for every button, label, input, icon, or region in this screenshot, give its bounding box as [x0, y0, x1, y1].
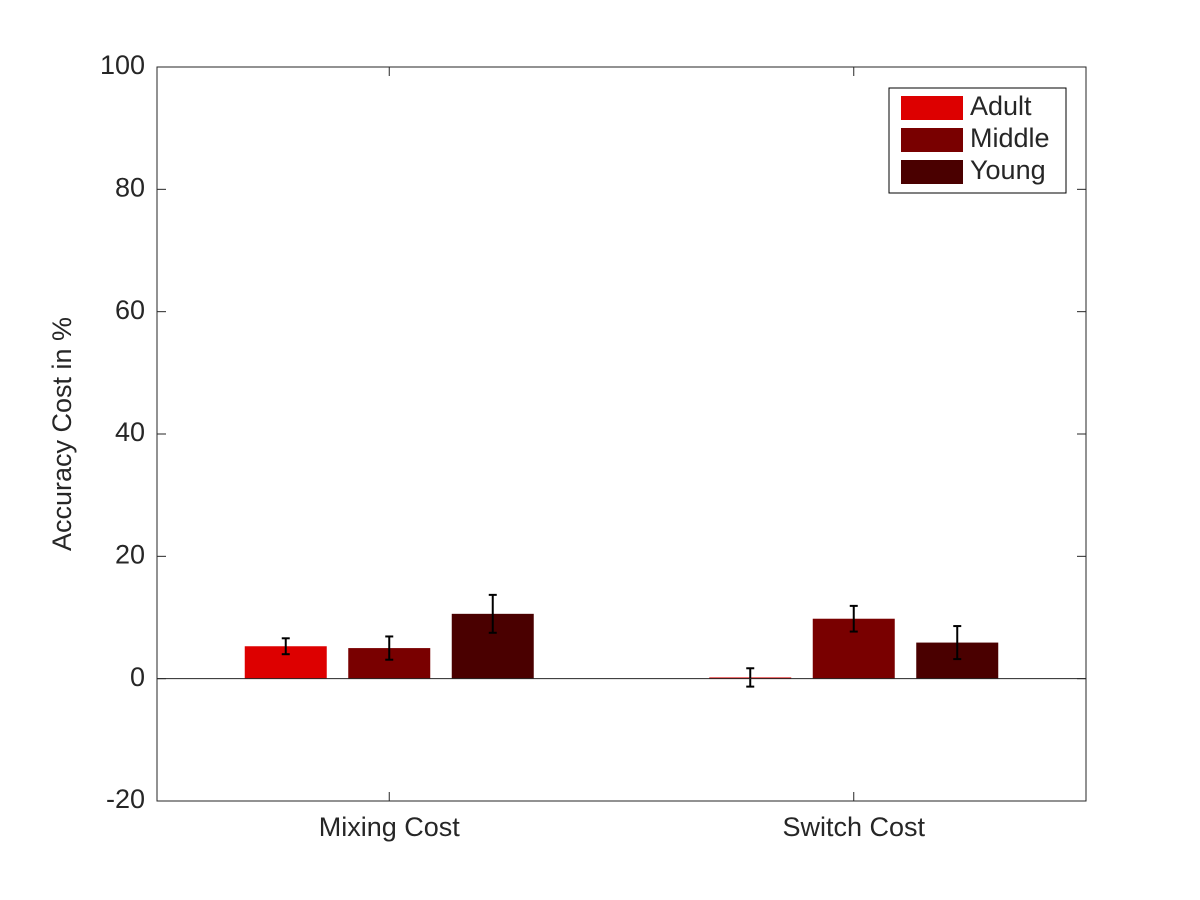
- legend-label: Middle: [970, 123, 1050, 153]
- x-tick-label: Mixing Cost: [319, 812, 461, 842]
- legend-swatch: [901, 160, 963, 184]
- error-bar: [488, 593, 497, 634]
- error-bar: [281, 637, 290, 656]
- y-tick-label: 0: [130, 662, 145, 692]
- error-bar: [385, 635, 394, 661]
- legend-swatch: [901, 96, 963, 120]
- y-axis-label: Accuracy Cost in %: [47, 317, 77, 551]
- x-tick-label: Switch Cost: [782, 812, 925, 842]
- y-tick-label: 100: [100, 50, 145, 80]
- legend-label: Young: [970, 155, 1046, 185]
- y-tick-label: 40: [115, 417, 145, 447]
- y-tick-label: 20: [115, 539, 145, 569]
- y-tick-label: -20: [106, 784, 145, 814]
- error-bar: [849, 604, 858, 633]
- error-bar: [953, 625, 962, 661]
- error-bar: [746, 667, 755, 688]
- legend-label: Adult: [970, 91, 1032, 121]
- legend-swatch: [901, 128, 963, 152]
- y-tick-label: 60: [115, 295, 145, 325]
- y-tick-label: 80: [115, 172, 145, 202]
